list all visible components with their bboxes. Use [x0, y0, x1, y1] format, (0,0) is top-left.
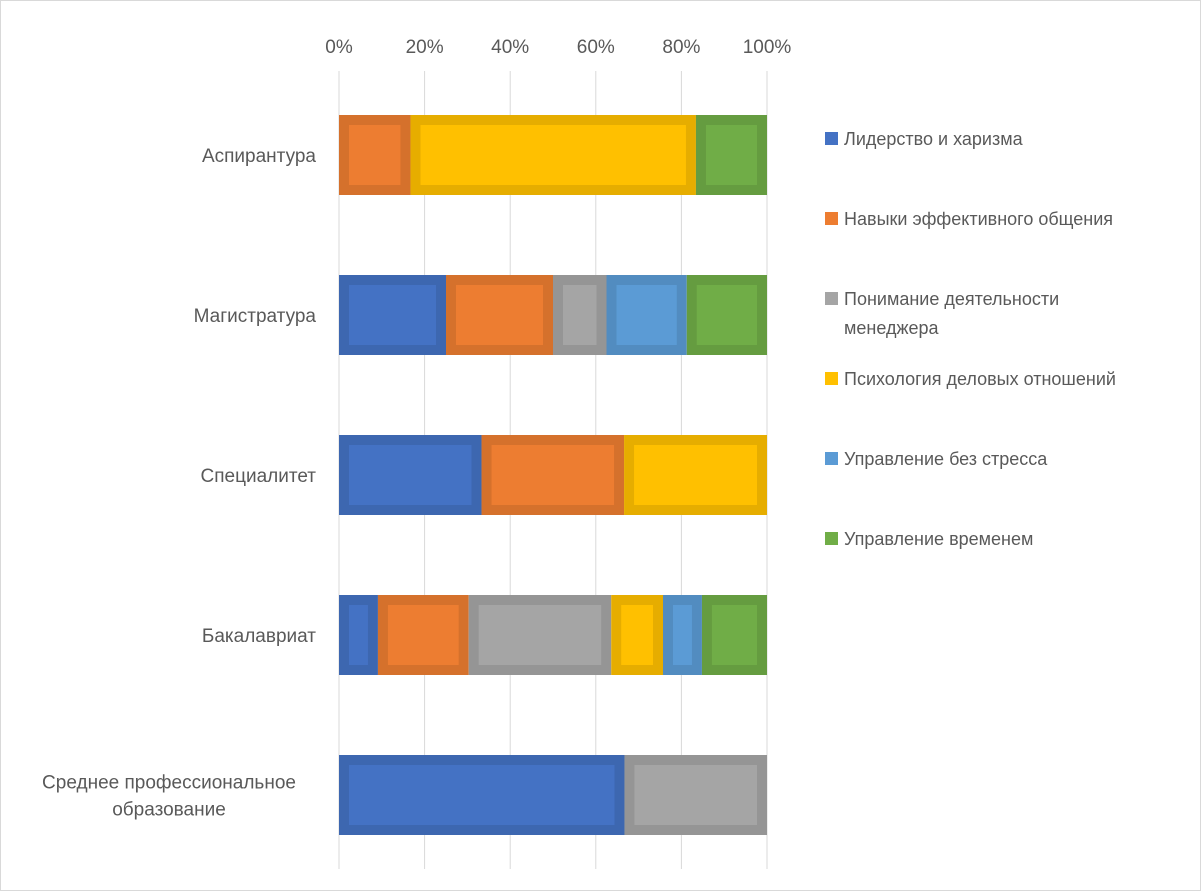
bar-segment-fill	[478, 605, 602, 665]
legend-label: Управление временем	[844, 529, 1033, 549]
bar-segment	[339, 115, 411, 195]
bar-segment-fill	[672, 605, 692, 665]
bar-segment-fill	[349, 765, 615, 825]
bar-segment-fill	[696, 285, 757, 345]
bar-segment	[410, 115, 696, 195]
bar-segment	[481, 435, 625, 515]
legend-swatch	[825, 532, 838, 545]
bar-segment-fill	[420, 125, 686, 185]
legend-item: Навыки эффективного общения	[825, 209, 1113, 229]
x-tick-label: 60%	[577, 37, 615, 58]
legend-item: Психология деловых отношений	[825, 369, 1116, 389]
legend-swatch	[825, 212, 838, 225]
legend-item: Управление временем	[825, 529, 1033, 549]
y-category-label: Специалитет	[201, 466, 317, 487]
y-category-label: Бакалавриат	[202, 626, 316, 647]
bar-segment	[339, 275, 446, 355]
bar-segment	[377, 595, 469, 675]
bar-segment	[553, 275, 607, 355]
bar-segment-fill	[563, 285, 597, 345]
bar-segment-fill	[616, 285, 677, 345]
bar-segment	[339, 755, 625, 835]
legend-label: Навыки эффективного общения	[844, 209, 1113, 229]
legend-item: Лидерство и харизма	[825, 129, 1024, 149]
bar-segment	[468, 595, 612, 675]
legend-swatch	[825, 372, 838, 385]
bar-segment	[701, 595, 767, 675]
y-category-label: Среднее профессиональное образование	[42, 773, 296, 821]
legend-label: Понимание деятельности менеджера	[844, 289, 1059, 338]
bar-segment-fill	[705, 125, 757, 185]
y-category-label: Аспирантура	[202, 146, 316, 167]
legend-label: Лидерство и харизма	[844, 129, 1024, 149]
bar-segment-fill	[349, 445, 472, 505]
bar-segment-fill	[349, 605, 368, 665]
bars	[339, 115, 767, 835]
legend-item: Управление без стресса	[825, 449, 1048, 469]
bar-segment	[686, 275, 767, 355]
bar-segment-fill	[387, 605, 459, 665]
bar-segment	[446, 275, 553, 355]
x-tick-label: 100%	[743, 37, 792, 58]
legend-label: Психология деловых отношений	[844, 369, 1116, 389]
legend: Лидерство и харизма Навыки эффективного о…	[825, 129, 1116, 549]
bar-segment	[662, 595, 702, 675]
bar-segment	[339, 435, 482, 515]
bar-segment	[695, 115, 767, 195]
bar-segment-fill	[349, 125, 401, 185]
bar-segment-fill	[621, 605, 653, 665]
bar-segment-fill	[634, 445, 757, 505]
bar-segment	[611, 595, 663, 675]
x-tick-label: 40%	[491, 37, 529, 58]
x-axis: 0% 20% 40% 60% 80% 100%	[325, 37, 791, 58]
x-tick-label: 20%	[406, 37, 444, 58]
bar-segment-fill	[711, 605, 757, 665]
bar-segment-fill	[456, 285, 543, 345]
bar-segment-fill	[349, 285, 436, 345]
bar-segment-fill	[634, 765, 757, 825]
y-category-label: Магистратура	[194, 306, 317, 327]
legend-swatch	[825, 292, 838, 305]
x-tick-label: 0%	[325, 37, 353, 58]
bar-segment	[339, 595, 378, 675]
legend-label: Управление без стресса	[844, 449, 1048, 469]
y-axis: Аспирантура Магистратура Специалитет Бакала…	[42, 146, 316, 821]
bar-segment-fill	[491, 445, 615, 505]
bar-segment	[606, 275, 687, 355]
legend-swatch	[825, 132, 838, 145]
bar-segment	[624, 755, 767, 835]
bar-segment	[624, 435, 767, 515]
legend-swatch	[825, 452, 838, 465]
x-tick-label: 80%	[662, 37, 700, 58]
legend-item: Понимание деятельности менеджера	[825, 289, 1059, 338]
